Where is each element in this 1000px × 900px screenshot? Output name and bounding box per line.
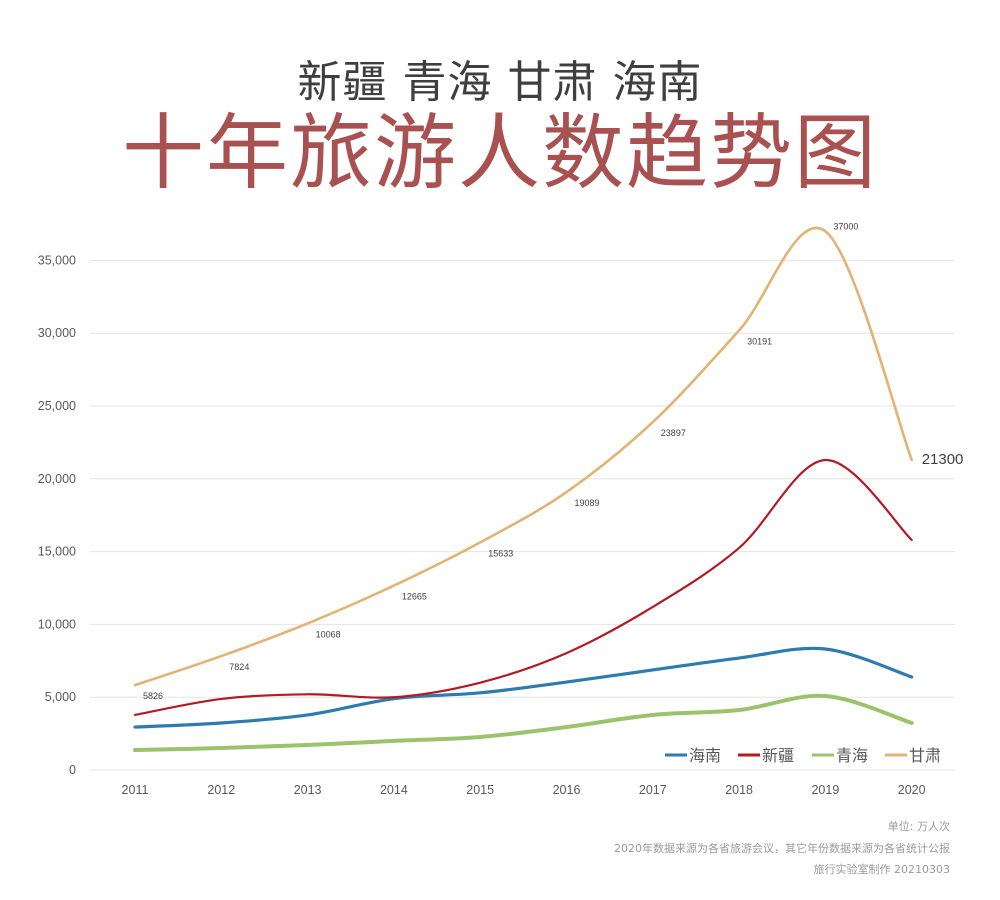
series-line-3 xyxy=(133,226,913,687)
x-axis-ticks: 2011 2012 2013 2014 2015 2016 2017 2018 2019 2020 xyxy=(122,783,926,797)
data-label: 37000 xyxy=(833,221,858,231)
chart-title: 十年旅游人数趋势图 xyxy=(121,106,878,201)
data-label: 5826 xyxy=(143,691,163,701)
chart-subtitle: 新疆 青海 甘肃 海南 xyxy=(297,57,703,108)
x-tick-label: 2016 xyxy=(553,783,581,797)
data-label: 30191 xyxy=(747,336,772,346)
y-tick-label: 15,000 xyxy=(38,545,76,559)
x-tick-label: 2012 xyxy=(207,783,235,797)
x-tick-label: 2017 xyxy=(639,783,667,797)
y-tick-label: 20,000 xyxy=(38,472,76,486)
x-tick-label: 2013 xyxy=(294,783,322,797)
data-label: 12665 xyxy=(402,592,427,602)
series-line-2 xyxy=(133,693,914,753)
y-tick-label: 25,000 xyxy=(38,399,76,413)
gridlines xyxy=(90,259,955,771)
y-axis-ticks: 0 5,000 10,000 15,000 20,000 25,000 30,000 35,0… xyxy=(38,253,76,777)
series-line-0 xyxy=(133,646,914,729)
legend-label: 青海 xyxy=(836,746,868,765)
y-tick-label: 30,000 xyxy=(38,326,76,340)
credit-note: 旅行实验室制作 20210303 xyxy=(813,863,950,876)
unit-note: 单位: 万人次 xyxy=(887,820,950,833)
data-label: 10068 xyxy=(316,629,341,639)
series-lines xyxy=(133,226,914,753)
y-tick-label: 5,000 xyxy=(45,690,76,704)
legend-label: 新疆 xyxy=(762,746,794,765)
x-tick-label: 2015 xyxy=(466,783,494,797)
source-note: 2020年数据来源为各省旅游会议，其它年份数据来源为各省统计公报 xyxy=(614,842,950,855)
data-label: 7824 xyxy=(229,662,249,672)
y-tick-label: 0 xyxy=(69,763,76,777)
data-label: 15633 xyxy=(488,548,513,558)
data-label: 19089 xyxy=(575,498,600,508)
y-tick-label: 10,000 xyxy=(38,617,76,631)
legend-label: 海南 xyxy=(689,746,721,765)
legend: 海南 新疆 青海 甘肃 xyxy=(665,746,941,765)
data-labels: 5826 7824 10068 12665 15633 19089 23897 30191 37… xyxy=(143,221,963,701)
y-tick-label: 35,000 xyxy=(38,253,76,267)
x-tick-label: 2020 xyxy=(898,783,926,797)
data-label: 21300 xyxy=(922,451,964,468)
x-tick-label: 2019 xyxy=(811,783,839,797)
x-tick-label: 2014 xyxy=(380,783,408,797)
x-tick-label: 2011 xyxy=(122,783,149,797)
series-line-1 xyxy=(133,458,913,717)
legend-label: 甘肃 xyxy=(909,746,941,765)
data-label: 23897 xyxy=(661,428,686,438)
x-tick-label: 2018 xyxy=(725,783,753,797)
